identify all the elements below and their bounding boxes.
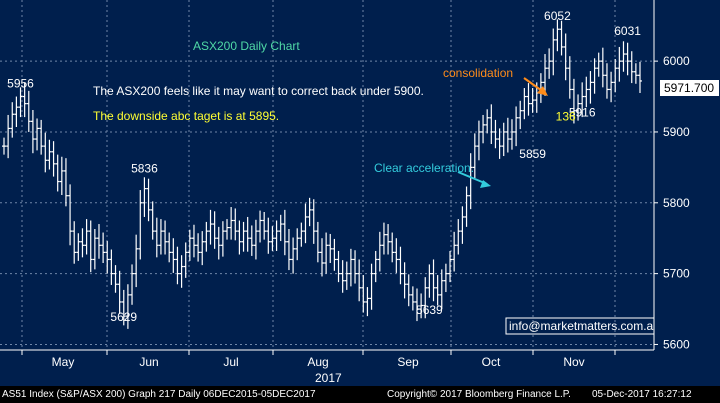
label-acceleration: Clear acceleration. bbox=[374, 161, 474, 175]
x-tick-label: Nov bbox=[563, 355, 584, 369]
last-value-box bbox=[660, 80, 719, 96]
acceleration-arrow bbox=[457, 171, 488, 185]
x-axis: May Jun Jul Aug Sep Oct Nov bbox=[0, 349, 654, 369]
y-tick-label: 6000 bbox=[663, 54, 690, 68]
price-series bbox=[2, 19, 642, 329]
acceleration-arrowhead bbox=[480, 180, 491, 188]
pivot-label: 6052 bbox=[544, 9, 571, 23]
pivot-label: 5916 bbox=[569, 105, 596, 119]
x-tick-label: Jul bbox=[223, 355, 238, 369]
email-text[interactable]: info@marketmatters.com.a bbox=[509, 319, 654, 333]
footer-center: Copyright© 2017 Bloomberg Finance L.P. bbox=[387, 389, 571, 400]
last-value-label: 5971.700 bbox=[664, 81, 714, 95]
year-label: 2017 bbox=[315, 371, 342, 385]
x-tick-label: May bbox=[52, 355, 75, 369]
pivot-label: 5859 bbox=[519, 147, 546, 161]
y-tick-label: 5700 bbox=[663, 267, 690, 281]
y-tick-label: 5900 bbox=[663, 125, 690, 139]
footer-right: 05-Dec-2017 16:27:12 bbox=[592, 389, 692, 400]
note-correction: The ASX200 feels like it may want to cor… bbox=[93, 84, 424, 98]
pivot-label: 5639 bbox=[416, 303, 443, 317]
footer-left: AS51 Index (S&P/ASX 200) Graph 217 Daily… bbox=[2, 389, 316, 400]
chart-title: ASX200 Daily Chart bbox=[193, 39, 300, 53]
y-tick-label: 5800 bbox=[663, 196, 690, 210]
consolidation-arrowhead bbox=[537, 86, 548, 96]
x-tick-label: Oct bbox=[482, 355, 501, 369]
bloomberg-footer: AS51 Index (S&P/ASX 200) Graph 217 Daily… bbox=[0, 386, 720, 403]
email-box bbox=[505, 317, 655, 335]
y-axis: 5600 5700 5800 5900 6000 bbox=[653, 0, 690, 351]
note-target: The downside abc taget is at 5895. bbox=[93, 109, 279, 123]
x-tick-label: Sep bbox=[397, 355, 419, 369]
pivot-label: 6031 bbox=[614, 24, 641, 38]
pivot-label: 5836 bbox=[131, 161, 158, 175]
x-tick-label: Jun bbox=[139, 355, 158, 369]
pivot-label: 136 bbox=[556, 110, 576, 124]
label-consolidation: consolidation bbox=[443, 66, 513, 80]
pivot-label: 5956 bbox=[7, 76, 34, 90]
pivot-label: 5629 bbox=[110, 310, 137, 324]
x-tick-label: Aug bbox=[307, 355, 328, 369]
y-tick-label: 5600 bbox=[663, 337, 690, 351]
